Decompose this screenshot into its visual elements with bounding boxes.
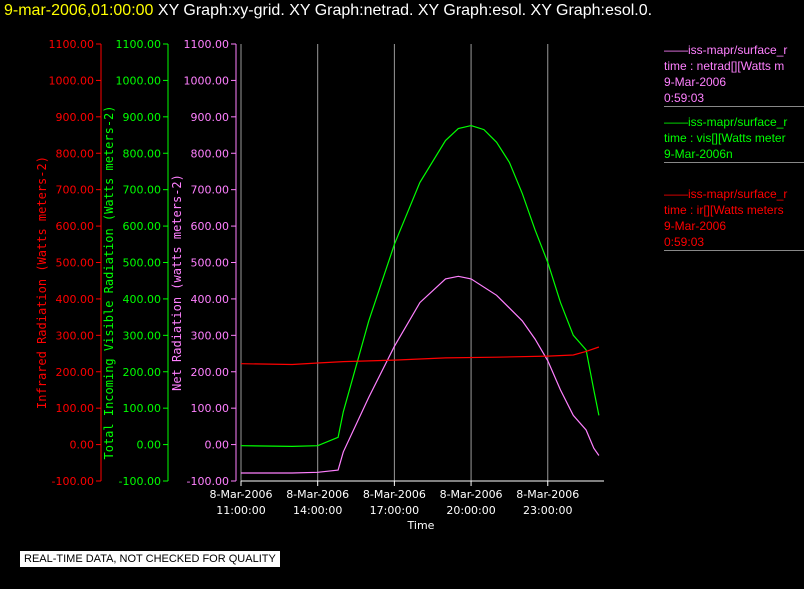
y-tick-label: 500.00 — [191, 257, 230, 270]
x-tick-date: 8-Mar-2006 — [210, 488, 273, 501]
y-tick-label: 900.00 — [56, 111, 95, 124]
y-tick-label: 100.00 — [191, 402, 230, 415]
y-tick-label: 500.00 — [56, 257, 95, 270]
y-tick-label: 300.00 — [191, 329, 230, 342]
x-tick-date: 8-Mar-2006 — [363, 488, 426, 501]
y-tick-label: 300.00 — [123, 329, 162, 342]
y-tick-label: 1000.00 — [184, 74, 230, 87]
y-tick-label: 900.00 — [191, 111, 230, 124]
x-tick-time: 11:00:00 — [216, 504, 265, 517]
y-tick-label: 300.00 — [56, 329, 95, 342]
x-tick-date: 8-Mar-2006 — [440, 488, 503, 501]
y-tick-label: 0.00 — [70, 439, 95, 452]
series-line-0 — [240, 124, 600, 448]
y-tick-label: 700.00 — [191, 184, 230, 197]
x-tick-time: 23:00:00 — [523, 504, 572, 517]
y-tick-label: 1000.00 — [49, 74, 95, 87]
y-tick-label: 700.00 — [123, 184, 162, 197]
legend-entry-netrad: ——iss-mapr/surface_r time : netrad[][Wat… — [664, 42, 804, 107]
legend-date: 9-Mar-2006 — [664, 219, 727, 233]
legend-variable: time : netrad[][Watts m — [664, 59, 785, 73]
y-tick-label: 600.00 — [123, 220, 162, 233]
y-tick-label: -100.00 — [52, 475, 94, 488]
y-tick-label: 1100.00 — [116, 38, 162, 51]
x-tick-date: 8-Mar-2006 — [286, 488, 349, 501]
y-axis-title: Net Radiation (watts meters-2) — [170, 174, 184, 391]
legend-time: 0:59:03 — [664, 91, 705, 105]
legend-variable: time : vis[][Watts meter — [664, 131, 786, 145]
y-tick-label: 400.00 — [123, 293, 162, 306]
y-tick-label: 500.00 — [123, 257, 162, 270]
x-tick-time: 20:00:00 — [446, 504, 495, 517]
y-tick-label: -100.00 — [119, 475, 161, 488]
y-tick-label: 100.00 — [123, 402, 162, 415]
y-tick-label: 800.00 — [191, 147, 230, 160]
x-tick-date: 8-Mar-2006 — [516, 488, 579, 501]
x-tick-time: 14:00:00 — [293, 504, 342, 517]
y-tick-label: 1100.00 — [184, 38, 230, 51]
legend-date: 9-Mar-2006 — [664, 75, 727, 89]
y-tick-label: 800.00 — [123, 147, 162, 160]
y-tick-label: -100.00 — [187, 475, 229, 488]
y-tick-label: 100.00 — [56, 402, 95, 415]
x-axis-title: Time — [407, 519, 435, 532]
y-tick-label: 0.00 — [205, 439, 230, 452]
legend-source: ——iss-mapr/surface_r — [664, 187, 788, 201]
legend-date: 9-Mar-2006n — [664, 147, 733, 161]
y-tick-label: 600.00 — [56, 220, 95, 233]
title-timestamp: 9-mar-2006,01:00:00 — [4, 2, 154, 19]
y-tick-label: 900.00 — [123, 111, 162, 124]
x-tick-time: 17:00:00 — [370, 504, 419, 517]
title-graph-list: XY Graph:xy-grid. XY Graph:netrad. XY Gr… — [157, 2, 653, 19]
legend-source: ——iss-mapr/surface_r — [664, 43, 788, 57]
y-tick-label: 400.00 — [56, 293, 95, 306]
chart-title: 9-mar-2006,01:00:00 XY Graph:xy-grid. XY… — [4, 2, 652, 20]
y-tick-label: 800.00 — [56, 147, 95, 160]
y-tick-label: 600.00 — [191, 220, 230, 233]
legend-variable: time : ir[][Watts meters — [664, 203, 784, 217]
legend-time: 0:59:03 — [664, 235, 705, 249]
quality-notice: REAL-TIME DATA, NOT CHECKED FOR QUALITY — [20, 551, 280, 567]
series-line-2 — [240, 346, 600, 366]
legend-entry-vis: ——iss-mapr/surface_r time : vis[][Watts … — [664, 114, 804, 163]
y-tick-label: 200.00 — [123, 366, 162, 379]
y-tick-label: 400.00 — [191, 293, 230, 306]
legend-source: ——iss-mapr/surface_r — [664, 115, 788, 129]
y-axis-title: Infrared Radiation (Watts meters-2) — [35, 156, 49, 409]
y-axis-title: Total Incoming Visible Radiation (Watts … — [102, 105, 116, 459]
y-tick-label: 1000.00 — [116, 74, 162, 87]
y-tick-label: 700.00 — [56, 184, 95, 197]
y-tick-label: 1100.00 — [49, 38, 95, 51]
y-tick-label: 0.00 — [137, 439, 162, 452]
y-tick-label: 200.00 — [191, 366, 230, 379]
legend-entry-ir: ——iss-mapr/surface_r time : ir[][Watts m… — [664, 186, 804, 251]
y-tick-label: 200.00 — [56, 366, 95, 379]
series-line-1 — [241, 275, 600, 474]
